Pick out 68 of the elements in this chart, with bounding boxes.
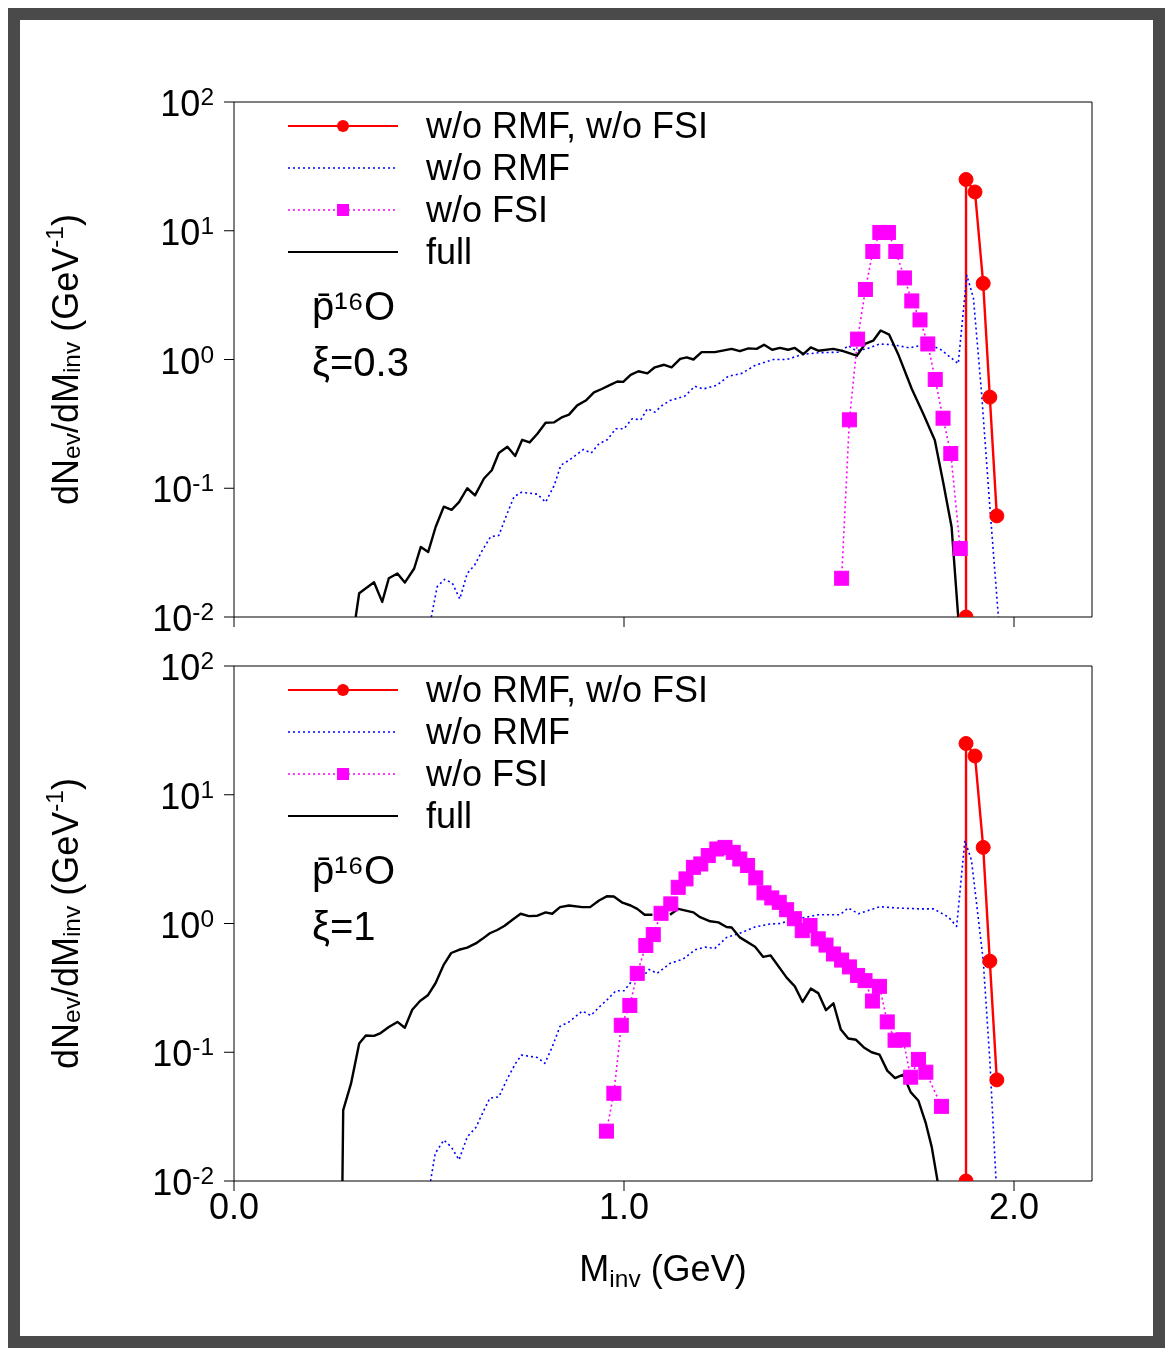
point (895, 1032, 911, 1048)
point (904, 293, 920, 309)
point (952, 541, 968, 557)
legend-label: full (426, 231, 473, 273)
legend-label: w/o RMF (426, 711, 570, 753)
legend-label: w/o RMF (426, 147, 570, 189)
point (645, 927, 661, 943)
point (975, 275, 991, 291)
point (912, 312, 928, 328)
point (622, 997, 638, 1013)
point (663, 896, 679, 912)
point (879, 1014, 895, 1030)
point (910, 1051, 926, 1067)
point (857, 973, 873, 989)
point (933, 1098, 949, 1114)
point (748, 870, 764, 886)
y-tick-label: 10$^{0}$ (160, 340, 214, 382)
annotation: p̄¹⁶O (312, 283, 396, 330)
y-tick-label: 10$^{-1}$ (152, 469, 214, 511)
legend-label: w/o RMF, w/o FSI (426, 669, 709, 711)
point (613, 1017, 629, 1033)
annotation: ξ=0.3 (312, 339, 409, 386)
y-tick-label: 10$^{0}$ (160, 904, 214, 946)
point (967, 748, 983, 764)
x-tick-label: 1.0 (598, 1186, 650, 1227)
point (896, 270, 912, 286)
point (598, 1123, 614, 1139)
y-tick-label: 10$^{-2}$ (152, 598, 214, 639)
y-tick-label: 10$^{2}$ (160, 83, 214, 124)
point (880, 224, 896, 240)
point (967, 184, 983, 200)
legend-label: w/o FSI (426, 753, 549, 795)
point (975, 839, 991, 855)
point (841, 412, 857, 428)
y-tick-label: 10$^{-1}$ (152, 1033, 214, 1075)
point (903, 1069, 919, 1085)
point (850, 331, 866, 347)
point (629, 965, 645, 981)
y-tick-label: 10$^{1}$ (160, 211, 214, 253)
point (888, 244, 904, 259)
x-tick-label: 2.0 (988, 1186, 1040, 1227)
point (920, 336, 936, 352)
legend-label: w/o FSI (426, 189, 549, 231)
annotation: ξ=1 (312, 903, 376, 950)
y-tick-label: 10$^{1}$ (160, 775, 214, 817)
point (865, 244, 881, 259)
point (834, 570, 850, 586)
point (943, 446, 959, 462)
point (606, 1085, 622, 1101)
point (989, 1072, 1005, 1088)
x-axis-title: M$_{inv}$ (GeV) (579, 1248, 747, 1292)
point (918, 1064, 934, 1080)
point (786, 911, 802, 927)
point (989, 508, 1005, 524)
point (935, 410, 951, 426)
point (927, 371, 943, 387)
point (982, 953, 998, 969)
annotation: p̄¹⁶O (312, 847, 396, 894)
point (982, 389, 998, 405)
legend-label: full (426, 795, 473, 837)
line-series (429, 839, 997, 1181)
y-tick-label: 10$^{2}$ (160, 647, 214, 688)
legend-label: w/o RMF, w/o FSI (426, 105, 709, 147)
point (958, 736, 974, 752)
point (864, 993, 880, 1009)
point (857, 281, 873, 297)
point (958, 172, 974, 188)
point (871, 978, 887, 994)
